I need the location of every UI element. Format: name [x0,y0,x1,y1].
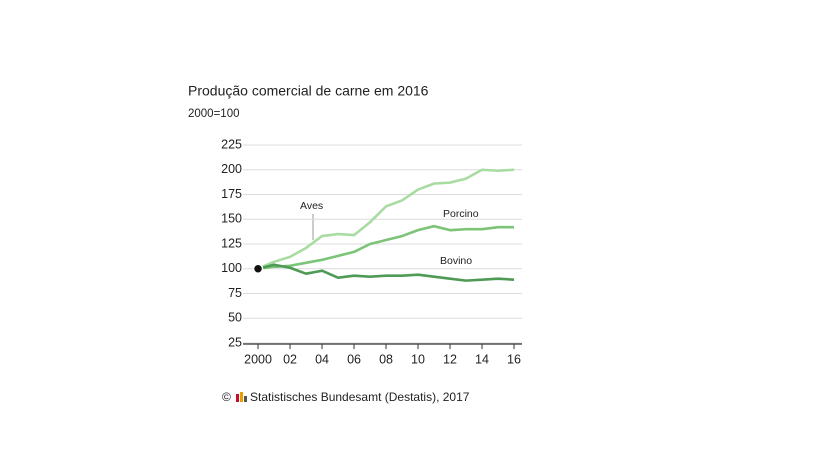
y-tick-label: 50 [228,311,242,325]
x-tick-label: 14 [475,352,489,366]
x-tick-label: 10 [411,352,425,366]
x-tick-label: 08 [379,352,393,366]
y-tick-label: 200 [221,162,242,176]
chart-title: Produção comercial de carne em 2016 [188,83,429,99]
y-tick-label: 175 [221,187,242,201]
annotation: Aves [300,200,323,212]
y-tick-label: 100 [221,261,242,275]
y-tick-label: 25 [228,335,242,349]
line-series [257,168,515,270]
annotation: Porcino [443,208,479,220]
y-tick-label: 225 [221,137,242,151]
x-tick-label: 04 [315,352,329,366]
y-tick-label: 125 [221,236,242,250]
copyright: © [222,390,231,404]
x-tick-label: 12 [443,352,457,366]
source-logo [236,392,247,402]
line-series [257,224,515,271]
annotation: Bovino [440,255,472,267]
x-tick-label: 06 [347,352,361,366]
start-marker [252,263,264,274]
line-series [257,263,515,282]
x-tick-label: 2000 [244,352,272,366]
x-tick-label: 02 [283,352,297,366]
y-tick-label: 150 [221,212,242,226]
x-tick-label: 16 [507,352,521,366]
y-tick-label: 75 [228,286,242,300]
chart-subtitle: 2000=100 [188,108,240,120]
source: Statistisches Bundesamt (Destatis), 2017 [250,390,470,404]
